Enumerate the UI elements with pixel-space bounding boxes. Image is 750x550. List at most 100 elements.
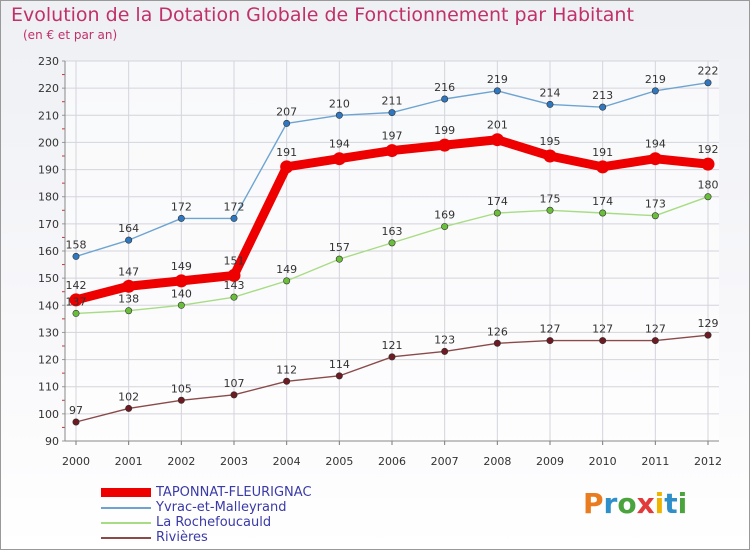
x-tick-label: 2003 [220,455,248,468]
data-label: 195 [540,135,561,148]
legend-item: Yvrac-et-Malleyrand [101,500,421,515]
legend-swatch [101,507,151,509]
data-label: 174 [487,195,508,208]
data-label: 97 [69,404,83,417]
data-label: 222 [698,65,719,78]
data-label: 143 [224,279,245,292]
data-point [599,337,607,345]
data-point [335,111,343,119]
data-point [335,255,343,263]
data-label: 169 [434,209,455,222]
x-tick-label: 2009 [536,455,564,468]
chart-title: Evolution de la Dotation Globale de Fonc… [11,4,634,26]
x-tick-label: 2010 [589,455,617,468]
logo-letter: i [677,487,688,520]
y-tick-label: 160 [38,245,59,258]
data-point [230,214,238,222]
logo-letter: r [603,487,618,520]
data-point [283,277,291,285]
data-point [490,133,504,147]
data-label: 158 [66,238,87,251]
data-point [651,212,659,220]
legend-swatch [101,522,151,524]
y-tick-label: 200 [38,136,59,149]
data-label: 105 [171,382,192,395]
data-label: 194 [329,138,350,151]
data-label: 174 [592,195,613,208]
data-label: 219 [487,73,508,86]
data-label: 151 [224,254,245,267]
data-point [125,307,133,315]
data-point [385,144,399,158]
data-label: 180 [698,179,719,192]
proxiti-logo: Proxiti [583,487,687,520]
data-label: 191 [592,146,613,159]
data-point [72,252,80,260]
data-label: 211 [382,95,403,108]
y-tick-label: 210 [38,109,59,122]
data-point [493,339,501,347]
data-label: 140 [171,287,192,300]
legend-label: Yvrac-et-Malleyrand [156,500,287,515]
data-label: 157 [329,241,350,254]
y-tick-label: 220 [38,82,59,95]
data-label: 149 [276,263,297,276]
data-label: 147 [118,265,139,278]
legend-item: La Rochefoucauld [101,515,421,530]
data-label: 121 [382,339,403,352]
data-label: 102 [118,390,139,403]
data-point [596,160,610,174]
y-tick-label: 150 [38,272,59,285]
data-point [651,337,659,345]
data-label: 172 [224,200,245,213]
data-label: 123 [434,333,455,346]
data-point [704,331,712,339]
data-label: 172 [171,200,192,213]
data-label: 137 [66,295,87,308]
data-label: 149 [171,260,192,273]
data-label: 142 [66,279,87,292]
data-point [125,404,133,412]
data-point [177,214,185,222]
legend-swatch [101,488,151,497]
data-point [546,337,554,345]
data-label: 173 [645,198,666,211]
logo-letter: P [583,487,604,520]
data-point [230,293,238,301]
data-label: 163 [382,225,403,238]
data-label: 216 [434,81,455,94]
data-point [648,152,662,166]
data-point [230,391,238,399]
x-tick-label: 2007 [431,455,459,468]
data-point [388,353,396,361]
data-point [174,274,188,288]
data-label: 192 [698,143,719,156]
y-tick-label: 120 [38,354,59,367]
data-label: 127 [592,323,613,336]
data-label: 175 [540,192,561,205]
data-label: 127 [540,323,561,336]
data-point [546,206,554,214]
data-label: 213 [592,89,613,102]
logo-letter: o [617,487,637,520]
data-point [704,193,712,201]
y-tick-label: 170 [38,218,59,231]
legend-label: Rivières [156,530,208,545]
data-point [227,268,241,282]
data-point [332,152,346,166]
data-point [441,95,449,103]
data-point [704,79,712,87]
data-point [72,418,80,426]
legend-item: Rivières [101,530,421,545]
data-point [388,109,396,117]
data-point [125,236,133,244]
data-label: 129 [698,317,719,330]
data-label: 219 [645,73,666,86]
data-point [441,347,449,355]
data-point [122,279,136,293]
x-tick-label: 2006 [378,455,406,468]
data-label: 210 [329,97,350,110]
data-point [177,396,185,404]
